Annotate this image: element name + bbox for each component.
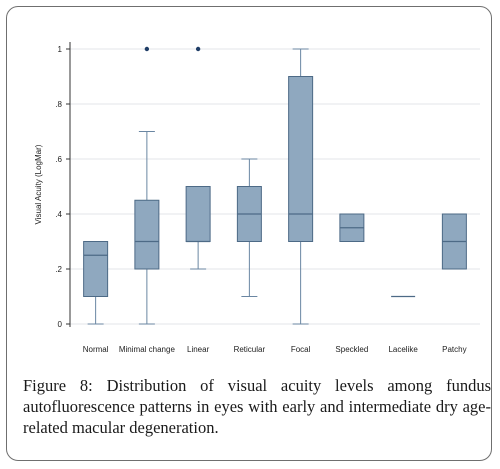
box-normal <box>83 241 109 325</box>
box-iqr <box>288 76 314 242</box>
y-tick-label: 0 <box>58 320 63 329</box>
y-tick-label: .6 <box>55 155 62 164</box>
box-patchy <box>441 213 467 270</box>
box-focal <box>288 48 314 325</box>
box-iqr <box>134 199 160 270</box>
x-tick-label: Lacelike <box>388 345 418 354</box>
x-tick-label: Minimal change <box>119 345 176 354</box>
box-layer <box>83 46 467 325</box>
y-tick-label: .8 <box>55 100 62 109</box>
figure-caption: Figure 8: Distribution of visual acuity … <box>23 375 491 438</box>
x-tick-label: Normal <box>83 345 109 354</box>
x-tick-label: Focal <box>291 345 311 354</box>
outlier-point <box>144 46 150 52</box>
y-tick-label: .4 <box>55 210 62 219</box>
axis-layer: 0 .2 .4 .6 .8 1 Normal Minimal change Linear Reti… <box>55 42 467 354</box>
figure-frame: 0 .2 .4 .6 .8 1 Normal Minimal change Linear Reti… <box>6 6 492 461</box>
grid-layer <box>70 48 480 325</box>
box-plot-chart: 0 .2 .4 .6 .8 1 Normal Minimal change Linear Reti… <box>34 42 480 354</box>
y-tick-label: 1 <box>58 45 63 54</box>
box-iqr <box>185 186 211 242</box>
x-tick-label: Linear <box>187 345 210 354</box>
caption-text: Distribution of visual acuity levels amo… <box>23 376 491 437</box>
box-reticular <box>236 158 262 297</box>
box-minimal-change <box>134 46 160 325</box>
outlier-point <box>195 46 201 52</box>
box-linear <box>185 46 211 270</box>
y-tick-label: .2 <box>55 265 62 274</box>
box-iqr <box>83 241 109 297</box>
box-speckled <box>339 213 365 242</box>
x-tick-label: Patchy <box>442 345 466 354</box>
x-tick-label: Reticular <box>234 345 266 354</box>
y-axis-title: Visual Acuity (LogMar) <box>34 144 43 224</box>
figure-label: Figure 8: <box>23 376 93 395</box>
chart-panel: 0 .2 .4 .6 .8 1 Normal Minimal change Linear Reti… <box>25 22 485 362</box>
x-tick-label: Speckled <box>335 345 368 354</box>
